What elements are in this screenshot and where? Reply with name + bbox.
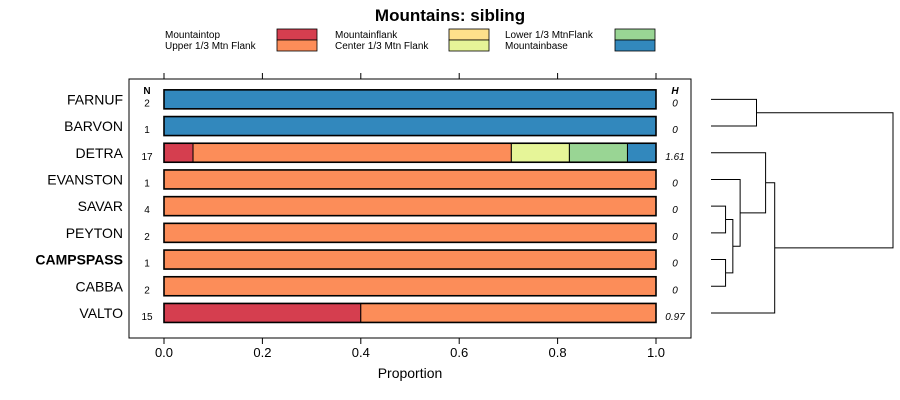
n-value-cabba: 2 xyxy=(144,285,150,296)
x-axis: 0.0 0.2 0.4 0.6 0.8 1.0 xyxy=(155,73,665,360)
dendrogram-branch-6 xyxy=(711,152,767,214)
bar-segment-farnuf-mountainbase xyxy=(163,89,657,110)
bar-segment-detra-lower-1-3-mtnflank xyxy=(568,142,628,163)
n-column-header: N xyxy=(143,86,150,97)
bar-segment-valto-mountaintop xyxy=(163,302,362,323)
legend-label-lower-1-3-mtnflank: Lower 1/3 MtnFlank xyxy=(505,30,594,41)
bar-segment-detra-mountaintop xyxy=(163,142,194,163)
category-label-cabba: CABBA xyxy=(76,278,124,294)
bar-row-barvon: BARVON 1 0 xyxy=(64,115,678,137)
category-label-campspass: CAMPSPASS xyxy=(35,252,123,268)
dendrogram-branch-4 xyxy=(725,219,734,274)
bar-outline-barvon xyxy=(163,115,657,137)
bar-segment-savar-upper-1-3-mtn-flank xyxy=(163,196,657,217)
category-label-savar: SAVAR xyxy=(78,198,123,214)
bar-segment-detra-mountainbase xyxy=(626,142,657,163)
bar-outline-cabba xyxy=(163,275,657,297)
plot-frame xyxy=(128,78,692,339)
legend-label-mountaintop: Mountaintop xyxy=(165,30,220,41)
bar-outline-valto xyxy=(163,302,657,324)
h-value-cabba: 0 xyxy=(672,285,678,296)
x-axis-title: Proportion xyxy=(378,365,443,381)
h-value-peyton: 0 xyxy=(672,232,678,243)
bar-segment-detra-upper-1-3-mtn-flank xyxy=(192,142,512,163)
bar-row-detra: DETRA 17 1.61 xyxy=(76,142,685,164)
legend-label-mountainbase: Mountainbase xyxy=(505,41,568,52)
n-value-valto: 15 xyxy=(141,312,153,323)
bar-outline-detra xyxy=(163,142,657,164)
bar-segment-cabba-upper-1-3-mtn-flank xyxy=(163,276,657,297)
bar-row-peyton: PEYTON 2 0 xyxy=(66,222,678,244)
category-label-barvon: BARVON xyxy=(64,118,123,134)
n-value-peyton: 2 xyxy=(144,232,150,243)
x-tick-label-4: 0.8 xyxy=(549,345,567,360)
h-value-campspass: 0 xyxy=(672,259,678,270)
dendrogram-branch-2 xyxy=(711,205,727,234)
category-label-valto: VALTO xyxy=(79,305,123,321)
h-value-evanston: 0 xyxy=(672,178,678,189)
bar-outline-evanston xyxy=(163,169,657,190)
n-value-detra: 17 xyxy=(141,152,153,163)
bar-segment-campspass-upper-1-3-mtn-flank xyxy=(163,249,657,270)
bar-outline-farnuf xyxy=(163,89,657,110)
bar-row-valto: VALTO 15 0.97 xyxy=(79,302,685,324)
h-value-farnuf: 0 xyxy=(672,98,678,109)
n-value-barvon: 1 xyxy=(144,125,150,136)
bar-row-evanston: EVANSTON 1 0 xyxy=(47,169,678,190)
bar-segment-valto-upper-1-3-mtn-flank xyxy=(360,302,657,323)
x-tick-label-5: 1.0 xyxy=(647,345,665,360)
category-label-farnuf: FARNUF xyxy=(67,91,123,107)
bar-row-farnuf: FARNUF 2 0 xyxy=(67,89,678,110)
dendrogram-branch-3 xyxy=(711,259,727,287)
bar-segment-detra-center-1-3-mtn-flank xyxy=(510,142,570,163)
legend-label-center-1-3-mtn-flank: Center 1/3 Mtn Flank xyxy=(335,41,429,52)
bar-row-campspass: CAMPSPASS 1 0 xyxy=(35,249,678,270)
h-value-savar: 0 xyxy=(672,205,678,216)
legend-swatch-lower-1-3-mtnflank xyxy=(614,28,656,41)
h-value-valto: 0.97 xyxy=(665,312,685,323)
h-column-header: H xyxy=(671,86,679,97)
dendrogram-branch-8 xyxy=(756,112,894,249)
bar-segment-peyton-upper-1-3-mtn-flank xyxy=(163,222,657,243)
legend-label-mountainflank: Mountainflank xyxy=(335,30,398,41)
bar-row-savar: SAVAR 4 0 xyxy=(78,195,678,217)
legend-swatch-mountainbase xyxy=(614,39,656,52)
n-value-farnuf: 2 xyxy=(144,98,150,109)
x-tick-label-3: 0.6 xyxy=(450,345,468,360)
legend-swatch-center-1-3-mtn-flank xyxy=(448,39,490,52)
bar-outline-campspass xyxy=(163,249,657,270)
dendrogram-branch-1 xyxy=(711,98,757,127)
x-tick-label-0: 0.0 xyxy=(155,345,173,360)
legend-swatch-upper-1-3-mtn-flank xyxy=(276,39,318,52)
n-value-campspass: 1 xyxy=(144,259,150,270)
legend-label-upper-1-3-mtn-flank: Upper 1/3 Mtn Flank xyxy=(165,41,257,52)
legend-swatch-mountainflank xyxy=(448,28,490,41)
x-tick-label-1: 0.2 xyxy=(253,345,271,360)
category-label-detra: DETRA xyxy=(76,145,124,161)
bar-outline-peyton xyxy=(163,222,657,244)
dendrogram xyxy=(711,98,894,314)
bar-row-cabba: CABBA 2 0 xyxy=(76,275,678,297)
n-value-evanston: 1 xyxy=(144,178,150,189)
category-label-peyton: PEYTON xyxy=(66,225,123,241)
chart-title: Mountains: sibling xyxy=(375,6,525,25)
category-label-evanston: EVANSTON xyxy=(47,171,123,187)
n-value-savar: 4 xyxy=(144,205,150,216)
h-value-detra: 1.61 xyxy=(665,152,684,163)
bar-segment-barvon-mountainbase xyxy=(163,116,657,137)
bar-outline-savar xyxy=(163,195,657,217)
h-value-barvon: 0 xyxy=(672,125,678,136)
legend-swatch-mountaintop xyxy=(276,28,318,41)
x-tick-label-2: 0.4 xyxy=(352,345,370,360)
bar-segment-evanston-upper-1-3-mtn-flank xyxy=(163,169,657,190)
